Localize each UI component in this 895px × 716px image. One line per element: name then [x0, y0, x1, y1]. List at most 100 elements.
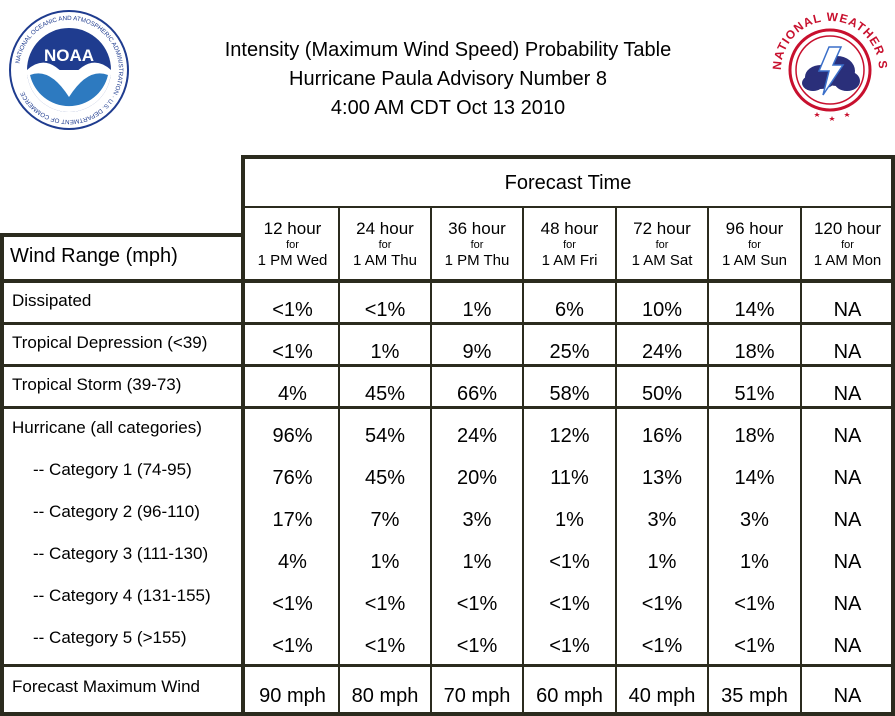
- table-cell: 45%: [364, 466, 406, 489]
- table-cell: NA: [833, 550, 862, 573]
- forecast-time-divider: [245, 206, 891, 208]
- table-cell: 1%: [462, 550, 492, 573]
- table-cell: <1%: [364, 634, 406, 657]
- table-cell: <1%: [272, 340, 313, 363]
- column-hour: 24 hour: [356, 219, 414, 238]
- title-line-2: Hurricane Paula Advisory Number 8: [289, 68, 607, 90]
- table-cell: 11%: [550, 466, 589, 489]
- column-time: 1 AM Mon: [813, 252, 882, 269]
- table-cell: 18%: [734, 340, 775, 363]
- row-label: Forecast Maximum Wind: [12, 677, 200, 696]
- table-cell: NA: [833, 684, 862, 707]
- table-cell: NA: [833, 592, 862, 615]
- table-cell: 6%: [555, 298, 584, 321]
- table-cell: 25%: [549, 340, 590, 363]
- table-cell: 60 mph: [536, 684, 603, 707]
- table-cell: <1%: [364, 298, 406, 321]
- title-line-1: Intensity (Maximum Wind Speed) Probabili…: [224, 39, 672, 61]
- table-cell: 1%: [462, 298, 492, 321]
- table-left-inner-border: [241, 155, 245, 716]
- table-cell: 70 mph: [443, 684, 511, 707]
- column-header: 36 hour for 1 PM Thu: [432, 219, 522, 270]
- column-for: for: [378, 239, 392, 251]
- table-cell: 3%: [647, 508, 677, 531]
- wind-range-header: Wind Range (mph): [10, 245, 178, 267]
- column-header: 120 hour for 1 AM Mon: [802, 219, 893, 270]
- column-header: 72 hour for 1 AM Sat: [617, 219, 707, 270]
- table-cell: 17%: [272, 508, 313, 531]
- column-header: 12 hour for 1 PM Wed: [247, 219, 338, 270]
- column-hour: 12 hour: [263, 219, 322, 238]
- table-cell: 90 mph: [259, 684, 326, 707]
- column-for: for: [470, 239, 484, 251]
- table-cell: NA: [833, 382, 862, 405]
- column-time: 1 AM Sun: [721, 252, 788, 269]
- page-title: Intensity (Maximum Wind Speed) Probabili…: [150, 36, 746, 123]
- row-label: -- Category 2 (96-110): [33, 502, 200, 521]
- table-top-border: [241, 155, 895, 159]
- column-header: 96 hour for 1 AM Sun: [709, 219, 800, 270]
- column-hour: 36 hour: [448, 219, 506, 238]
- column-time: 1 PM Thu: [444, 252, 510, 269]
- title-line-3: 4:00 AM CDT Oct 13 2010: [330, 97, 566, 119]
- table-cell: 1%: [647, 550, 677, 573]
- row-label: Tropical Depression (<39): [12, 333, 208, 352]
- column-divider: [430, 206, 432, 716]
- table-cell: <1%: [549, 634, 590, 657]
- noaa-center-text: NOAA: [44, 46, 94, 65]
- table-cell: 24%: [456, 424, 498, 447]
- header-bottom-border: [0, 279, 895, 283]
- table-right-border: [891, 155, 895, 716]
- table-cell: 66%: [456, 382, 498, 405]
- table-cell: <1%: [734, 592, 775, 615]
- column-time: 1 PM Wed: [257, 252, 328, 269]
- column-divider: [522, 206, 524, 716]
- column-divider: [338, 206, 340, 716]
- table-cell: 1%: [370, 340, 400, 363]
- table-cell: 9%: [462, 340, 492, 363]
- column-for: for: [748, 239, 761, 251]
- row-label: -- Category 5 (>155): [33, 628, 187, 647]
- table-cell: 12%: [549, 424, 590, 447]
- column-hour: 72 hour: [633, 219, 691, 238]
- table-cell: 40 mph: [628, 684, 696, 707]
- table-cell: 96%: [272, 424, 313, 447]
- table-cell: NA: [833, 298, 862, 321]
- row-label: Dissipated: [12, 291, 92, 310]
- table-cell: 3%: [462, 508, 492, 531]
- table-cell: 4%: [278, 382, 307, 405]
- table-cell: <1%: [641, 634, 683, 657]
- row-divider: [0, 406, 895, 409]
- column-divider: [615, 206, 617, 716]
- table-cell: NA: [833, 424, 862, 447]
- table-cell: 14%: [734, 298, 775, 321]
- table-cell: 1%: [740, 550, 769, 573]
- nws-logo: NATIONAL WEATHER SERVICE: [766, 0, 889, 131]
- column-for: for: [286, 239, 299, 251]
- table-cell: <1%: [549, 550, 590, 573]
- table-cell: 76%: [272, 466, 313, 489]
- table-cell: 3%: [740, 508, 769, 531]
- table-cell: 45%: [364, 382, 406, 405]
- table-cell: <1%: [272, 634, 313, 657]
- table-cell: 18%: [734, 424, 775, 447]
- table-cell: 35 mph: [721, 684, 788, 707]
- table-cell: 13%: [641, 466, 683, 489]
- table-cell: 4%: [278, 550, 307, 573]
- column-for: for: [841, 239, 854, 251]
- table-cell: <1%: [549, 592, 590, 615]
- table-cell: <1%: [364, 592, 406, 615]
- column-time: 1 AM Fri: [541, 252, 598, 269]
- row-label: -- Category 1 (74-95): [33, 460, 192, 479]
- table-cell: <1%: [272, 298, 313, 321]
- column-hour: 48 hour: [540, 219, 599, 238]
- table-cell: NA: [833, 634, 862, 657]
- row-label: Hurricane (all categories): [12, 418, 202, 437]
- table-cell: 20%: [456, 466, 498, 489]
- table-cell: 10%: [641, 298, 683, 321]
- row-label: -- Category 4 (131-155): [33, 586, 211, 605]
- table-cell: <1%: [456, 634, 498, 657]
- table-cell: 7%: [370, 508, 400, 531]
- forecast-time-heading: Forecast Time: [504, 171, 632, 194]
- table-cell: <1%: [734, 634, 775, 657]
